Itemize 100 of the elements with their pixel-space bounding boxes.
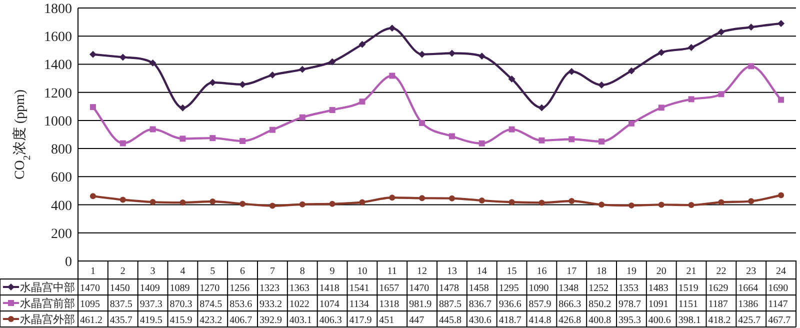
point [538, 104, 546, 112]
text: 12 [417, 266, 428, 277]
text: 1270 [200, 283, 220, 294]
text: 425.7 [738, 315, 761, 326]
point [718, 28, 725, 36]
text: 853.6 [230, 299, 252, 310]
text: 887.5 [439, 299, 462, 310]
point [269, 126, 276, 133]
point [448, 50, 456, 57]
text: 24 [776, 266, 786, 277]
point [448, 195, 455, 202]
point [508, 126, 515, 132]
text: 1470 [409, 283, 430, 294]
text: 9 [330, 266, 335, 277]
text: 1090 [528, 283, 549, 294]
point [418, 50, 426, 58]
text: 14 [476, 266, 487, 277]
text: 17 [566, 266, 577, 277]
point [268, 72, 276, 79]
point [299, 114, 306, 120]
point [210, 198, 216, 205]
point [389, 194, 396, 201]
text: 1386 [738, 299, 758, 310]
text: 398.1 [678, 315, 701, 326]
point [179, 104, 186, 112]
text: 1458 [468, 283, 489, 294]
text: 10 [357, 266, 368, 277]
text: 800 [51, 142, 72, 158]
point [748, 24, 755, 31]
point [538, 200, 545, 206]
text: 1519 [678, 283, 698, 294]
text: 1187 [708, 299, 728, 310]
text: 1095 [80, 299, 100, 310]
text: 1318 [379, 299, 400, 310]
point [508, 75, 516, 82]
point [359, 98, 366, 105]
text: 400.6 [648, 315, 671, 326]
point [299, 201, 306, 208]
point [240, 138, 246, 144]
point [150, 199, 156, 206]
text: 200 [51, 226, 72, 242]
point [298, 66, 306, 73]
text: 3 [150, 266, 156, 277]
text: 1074 [319, 299, 340, 310]
point [120, 196, 126, 203]
text: 1200 [44, 86, 72, 102]
text: 1252 [588, 283, 609, 294]
point [538, 137, 545, 144]
text: 435.7 [110, 315, 132, 326]
text: 447 [409, 315, 424, 326]
text: 1800 [44, 2, 72, 17]
text: 13 [446, 266, 457, 277]
text: 1295 [498, 283, 519, 294]
text: 23 [746, 266, 756, 277]
text: 467.7 [768, 315, 791, 326]
text: 850.2 [588, 299, 612, 310]
point [359, 199, 366, 206]
text: 461.2 [80, 315, 102, 326]
text: 1450 [110, 283, 130, 294]
point [748, 198, 754, 204]
text: 419.5 [140, 315, 162, 326]
text: 1600 [44, 30, 72, 46]
text: 1353 [618, 283, 638, 294]
text: 6 [240, 266, 246, 277]
point [210, 135, 216, 142]
text: 1690 [768, 283, 788, 294]
point [598, 82, 606, 89]
text: 1483 [648, 283, 668, 294]
text: 8 [300, 266, 305, 277]
text: 936.6 [498, 299, 522, 310]
point [149, 59, 156, 66]
text: 837.5 [110, 299, 132, 310]
text: 1400 [44, 58, 72, 74]
text: 937.3 [140, 299, 162, 310]
text: 415.9 [170, 315, 192, 326]
text: 11 [387, 266, 397, 277]
text: 1348 [558, 283, 579, 294]
text: 16 [536, 266, 547, 277]
point [628, 67, 635, 74]
point [568, 198, 575, 204]
point [150, 126, 156, 132]
text: 430.6 [468, 315, 492, 326]
point [448, 133, 455, 140]
text: 600 [51, 170, 72, 186]
text: 1478 [439, 283, 459, 294]
text: 1409 [140, 283, 160, 294]
text: 423.2 [200, 315, 222, 326]
text: 19 [626, 266, 636, 277]
text: 5 [210, 266, 216, 277]
text: 1147 [768, 299, 788, 310]
text: 866.3 [558, 299, 582, 310]
point [419, 195, 426, 202]
text: 981.9 [409, 299, 432, 310]
text: 395.3 [618, 315, 641, 326]
text: 7 [270, 266, 275, 277]
text: 水晶宫前部 [20, 298, 75, 310]
text: 2 [120, 266, 126, 277]
text: 1000 [44, 114, 72, 130]
text: 426.8 [558, 315, 582, 326]
text: 1091 [648, 299, 668, 310]
